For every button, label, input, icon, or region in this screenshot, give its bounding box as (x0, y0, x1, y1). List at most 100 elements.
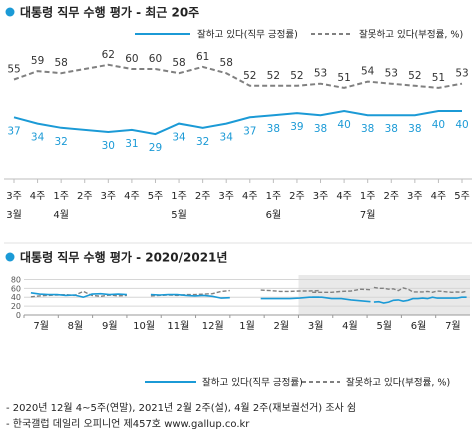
chart2-month-label: 7월 (33, 320, 49, 332)
chart1-negative-data-label: 60 (125, 53, 138, 65)
chart1-negative-data-label: 55 (7, 64, 20, 76)
chart1-positive-data-label: 40 (432, 119, 445, 131)
footnote-2: - 한국갤럽 데일리 오피니언 제457호 www.gallup.co.kr (6, 419, 250, 430)
chart1-negative-data-label: 62 (102, 49, 115, 61)
chart2-month-label: 2월 (274, 320, 290, 332)
chart1-x-tick-label: 1주 (266, 191, 282, 202)
chart1-x-tick-label: 4주 (242, 191, 258, 202)
chart1-legend-positive-label: 잘하고 있다(직무 긍정률) (197, 29, 298, 41)
chart1-positive-data-label: 37 (7, 125, 20, 137)
chart2-y-tick-label: 40 (11, 293, 21, 302)
chart1-positive-data-label: 40 (455, 119, 468, 131)
chart1-positive-data-label: 38 (267, 123, 280, 135)
chart1-negative-data-label: 53 (314, 68, 327, 80)
chart2-positive-line (260, 296, 319, 300)
chart1-positive-data-label: 40 (337, 119, 350, 131)
chart1-positive-data-label: 31 (125, 138, 138, 150)
chart2-y-tick-label: 20 (11, 302, 21, 311)
chart1-month-label: 5월 (171, 209, 187, 221)
chart1-positive-data-label: 32 (54, 136, 67, 148)
chart1-negative-data-label: 52 (243, 70, 256, 82)
chart2-y-tick-label: 0 (16, 311, 21, 320)
chart1-title-bullet (5, 7, 15, 17)
chart1-month-label: 3월 (6, 209, 22, 221)
chart2-positive-line (150, 293, 230, 299)
chart1-x-tick-label: 5주 (454, 191, 470, 202)
chart1-negative-data-label: 61 (196, 51, 209, 63)
chart1-month-label: 6월 (266, 209, 282, 221)
chart2-month-label: 11월 (167, 320, 189, 332)
chart2-negative-line (373, 286, 467, 294)
chart1-x-tick-label: 2주 (77, 191, 93, 202)
chart2-legend-negative-label: 잘못하고 있다(부정률, %) (346, 377, 450, 389)
footnote-1: - 2020년 12월 4~5주(연말), 2021년 2월 2주(설), 4월… (6, 403, 357, 414)
chart1-month-label: 4월 (53, 209, 69, 221)
chart1-positive-data-label: 32 (196, 136, 209, 148)
chart1-negative-data-label: 58 (220, 57, 233, 69)
chart2-month-label: 4월 (342, 320, 358, 332)
chart1-x-tick-label: 3주 (313, 191, 329, 202)
chart2-legend-positive-label: 잘하고 있다(직무 긍정률) (202, 377, 303, 389)
chart2-negative-line (312, 288, 371, 293)
chart2-y-tick-label: 60 (11, 284, 21, 293)
chart1-title: 대통령 직무 수행 평가 - 최근 20주 (20, 5, 199, 20)
chart1-x-tick-label: 4주 (336, 191, 352, 202)
chart1-negative-data-label: 52 (408, 70, 421, 82)
chart2-month-label: 6월 (411, 320, 427, 332)
chart1-negative-data-label: 52 (290, 70, 303, 82)
chart1-x-tick-label: 1주 (360, 191, 376, 202)
chart1-x-tick-label: 3주 (407, 191, 423, 202)
chart1-positive-data-label: 34 (220, 132, 234, 144)
chart2-positive-line (30, 292, 127, 299)
chart1-x-tick-label: 1주 (53, 191, 69, 202)
chart1-x-tick-label: 3주 (6, 191, 22, 202)
chart1-positive-data-label: 38 (314, 123, 327, 135)
chart2-month-label: 8월 (68, 320, 84, 332)
chart1-x-tick-label: 5주 (148, 191, 164, 202)
chart1-negative-data-label: 52 (267, 70, 280, 82)
chart1-negative-data-label: 53 (455, 68, 468, 80)
chart1-negative-data-label: 58 (54, 57, 67, 69)
chart1-negative-line (13, 63, 463, 89)
chart1-positive-data-label: 38 (385, 123, 398, 135)
chart1-x-tick-label: 1주 (171, 191, 187, 202)
chart1-negative-data-label: 51 (337, 72, 350, 84)
chart1-x-tick-label: 2주 (289, 191, 305, 202)
chart1-positive-data-label: 37 (243, 125, 256, 137)
chart1-negative-data-label: 53 (385, 68, 398, 80)
chart2-title-bullet (5, 252, 15, 262)
chart1-negative-data-label: 60 (149, 53, 162, 65)
chart1-x-tick-label: 3주 (218, 191, 234, 202)
chart2-month-label: 1월 (239, 320, 255, 332)
chart1-legend-negative-label: 잘못하고 있다(부정률, %) (359, 29, 463, 41)
chart1-positive-data-label: 38 (408, 123, 421, 135)
chart1-x-tick-label: 4주 (124, 191, 140, 202)
chart2-positive-line (373, 296, 467, 304)
chart2-title: 대통령 직무 수행 평가 - 2020/2021년 (20, 250, 227, 265)
chart2-month-label: 5월 (376, 320, 392, 332)
chart1-plot: 3주 4주 1주 2주 3주 4주 5주 1주 2주 3주 4주 1주 2주 3주 4주 1주 2주 3주 4주 5주… (4, 49, 472, 221)
chart2-month-label: 9월 (102, 320, 118, 332)
chart2-positive-line (312, 296, 371, 303)
chart1-x-tick-label: 2주 (383, 191, 399, 202)
chart1-positive-line (13, 109, 462, 136)
chart2-month-label: 12월 (202, 320, 224, 332)
chart2-negative-line (260, 289, 320, 293)
chart2-negative-line (30, 290, 127, 298)
chart1-positive-data-label: 39 (290, 121, 303, 133)
chart1-negative-data-label: 51 (432, 72, 445, 84)
chart2-highlight-region (298, 275, 470, 315)
chart1-month-label: 7월 (360, 209, 376, 221)
chart1-positive-data-label: 34 (31, 132, 45, 144)
chart2-month-label: 3월 (308, 320, 324, 332)
chart1-x-tick-label: 2주 (195, 191, 211, 202)
chart2-y-tick-label: 80 (11, 275, 21, 284)
chart1-x-tick-label: 4주 (30, 191, 46, 202)
chart1-negative-data-label: 58 (172, 57, 185, 69)
chart2-month-label: 10월 (133, 320, 155, 332)
chart1-x-tick-label: 3주 (101, 191, 117, 202)
chart1-negative-data-label: 59 (31, 55, 44, 67)
chart1-negative-data-label: 54 (361, 66, 375, 78)
